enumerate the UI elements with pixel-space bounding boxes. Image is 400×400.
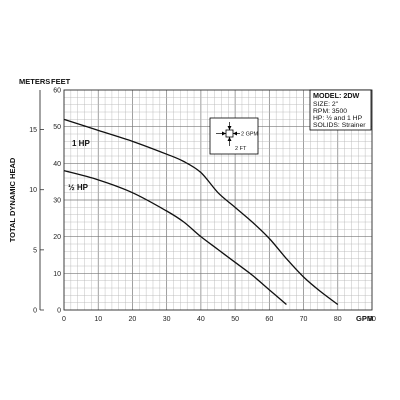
spec-box: MODEL: 2DW SIZE: 2" RPM: 3500 HP: ½ and … [309,89,372,131]
spec-rpm: RPM: 3500 [313,108,347,115]
series-line-half-hp [63,170,287,305]
grid-key-cell [225,129,234,138]
x-tick-label: 70 [300,316,308,323]
x-tick-label: 30 [163,316,171,323]
grid-key-ft: 2 FT [235,146,247,152]
feet-tick-label: 30 [53,198,61,205]
meter-tick-label: 0 [33,308,37,315]
feet-tick-label: 60 [53,88,61,95]
grid-key-arrowhead-top [227,126,232,130]
spec-size: SIZE: 2" [313,101,339,108]
series-label-1hp: 1 HP [72,139,90,148]
feet-tick-label: 20 [53,234,61,241]
grid-key-arrowhead-left [222,131,226,136]
y-unit-feet: FEET [51,77,71,86]
x-tick-label: 80 [334,316,342,323]
spec-box-frame [309,89,372,131]
meter-tick-label: 15 [29,127,37,134]
grid-key-gpm: 2 GPM [241,132,259,138]
x-unit-gpm: GPM [356,314,373,323]
tick-labels: 0 10 20 30 40 50 60 70 80 90 0 10 20 30 40 50 60 0 5 10 15 [29,88,376,324]
grid-key-box [209,117,259,155]
series-curves [63,118,339,306]
series-line-1hp [63,118,339,306]
y-unit-meters: METERS [19,77,50,86]
meter-tick-label: 5 [33,247,37,254]
axes [39,89,373,311]
feet-tick-label: 10 [53,271,61,278]
grid-key-arrowhead-right [233,131,237,136]
x-tick-label: 50 [231,316,239,323]
spec-hp: HP: ½ and 1 HP [313,114,363,122]
x-tick-label: 40 [197,316,205,323]
series-label-half-hp: ½ HP [68,183,89,192]
feet-tick-label: 40 [53,161,61,168]
x-tick-label: 0 [62,316,66,323]
x-tick-label: 90 [368,316,376,323]
grid-key-arrowhead-bottom [227,137,232,141]
plot-frame [63,89,373,311]
spec-model: MODEL: 2DW [313,91,360,100]
grid-scale-key: 2 GPM 2 FT [209,117,259,155]
spec-solids: SOLIDS: Strainer [313,122,366,129]
x-tick-label: 60 [265,316,273,323]
y-axis-label: TOTAL DYNAMIC HEAD [8,157,17,242]
meter-tick-label: 10 [29,187,37,194]
x-tick-label: 20 [129,316,137,323]
feet-tick-label: 0 [57,308,61,315]
feet-tick-label: 50 [53,124,61,131]
x-tick-label: 10 [94,316,102,323]
